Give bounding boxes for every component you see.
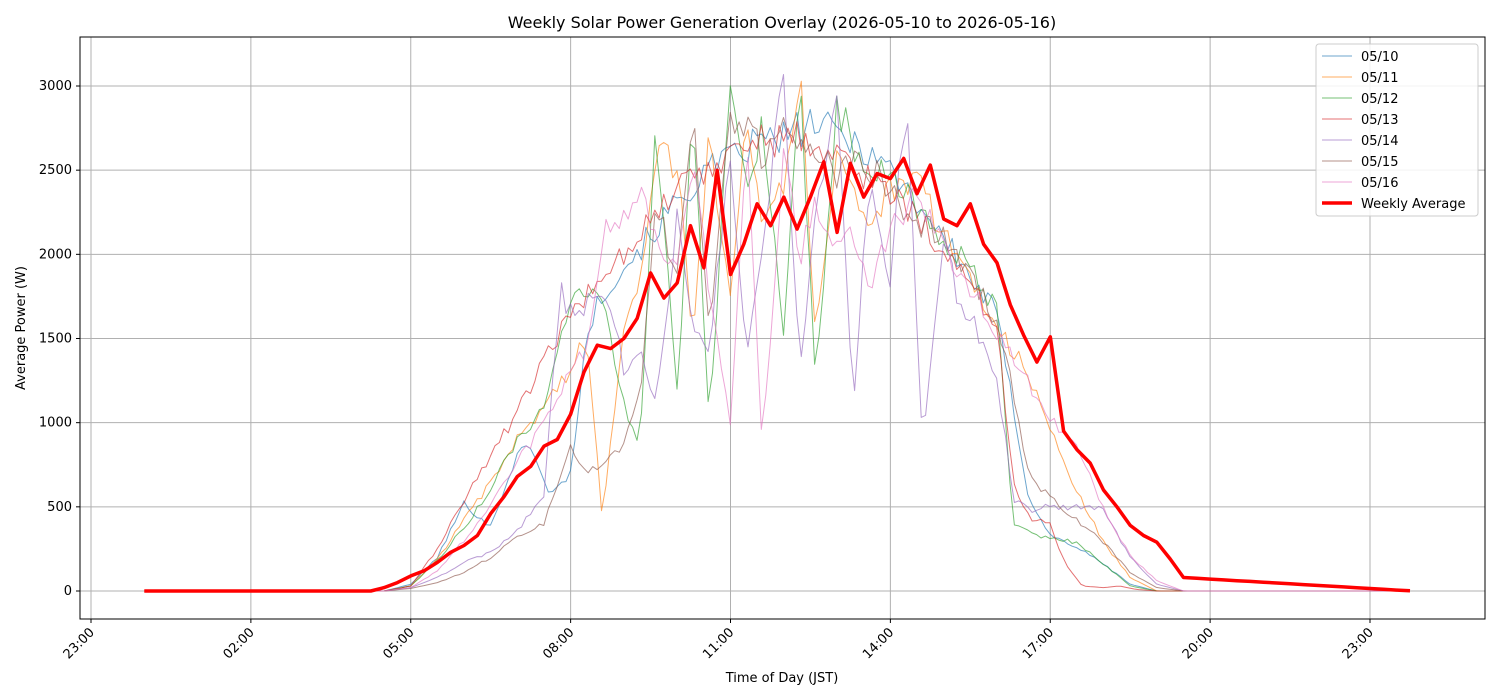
y-tick-label: 1500 <box>39 332 72 347</box>
y-tick-label: 2000 <box>39 247 72 262</box>
x-tick-label: 23:00 <box>61 625 98 662</box>
y-tick-label: 2500 <box>39 163 72 178</box>
legend-label: 05/11 <box>1361 71 1398 86</box>
legend-label: 05/15 <box>1361 155 1398 170</box>
legend-label: 05/12 <box>1361 92 1398 107</box>
x-tick-label: 11:00 <box>700 625 737 662</box>
legend-label: 05/14 <box>1361 134 1398 149</box>
x-tick-label: 14:00 <box>860 625 897 662</box>
y-tick-label: 3000 <box>39 79 72 94</box>
x-axis-label: Time of Day (JST) <box>725 671 839 686</box>
chart-title: Weekly Solar Power Generation Overlay (2… <box>508 13 1056 32</box>
x-tick-label: 02:00 <box>221 625 258 662</box>
y-axis-label: Average Power (W) <box>14 266 29 390</box>
legend-label: Weekly Average <box>1361 197 1465 212</box>
legend-label: 05/16 <box>1361 176 1398 191</box>
x-tick-label: 17:00 <box>1020 625 1057 662</box>
x-tick-label: 23:00 <box>1340 625 1377 662</box>
y-tick-label: 0 <box>64 584 72 599</box>
x-tick-label: 08:00 <box>540 625 577 662</box>
legend: 05/10 05/11 05/12 05/13 05/14 05/15 05/16 Weekl… <box>1315 43 1479 217</box>
series-layer <box>144 74 1411 593</box>
legend-box <box>1315 43 1479 217</box>
plot-frame <box>79 36 1486 620</box>
series-line-weekly-average <box>144 156 1411 593</box>
x-tick-label: 05:00 <box>380 625 417 662</box>
x-tick-label: 20:00 <box>1180 625 1217 662</box>
y-tick-label: 500 <box>47 500 72 515</box>
legend-label: 05/10 <box>1361 50 1398 65</box>
legend-label: 05/13 <box>1361 113 1398 128</box>
y-tick-label: 1000 <box>39 416 72 431</box>
